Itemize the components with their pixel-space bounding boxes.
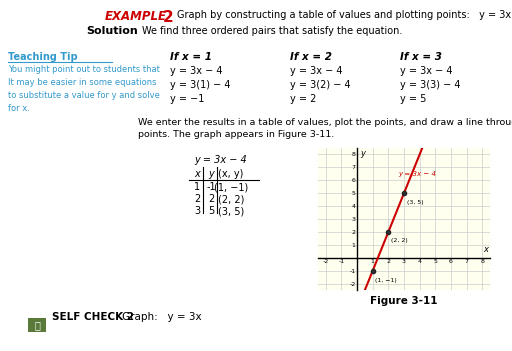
Text: 5: 5 <box>208 206 214 216</box>
Text: y = −1: y = −1 <box>170 94 204 104</box>
Text: Solution: Solution <box>86 26 138 36</box>
Text: y = 3x − 4: y = 3x − 4 <box>195 155 247 165</box>
Text: We find three ordered pairs that satisfy the equation.: We find three ordered pairs that satisfy… <box>142 26 402 36</box>
Text: y = 3x − 4: y = 3x − 4 <box>400 66 453 76</box>
Text: y = 3x − 4: y = 3x − 4 <box>170 66 223 76</box>
Text: y = 3(2) − 4: y = 3(2) − 4 <box>290 80 351 90</box>
Text: Figure 3-11: Figure 3-11 <box>370 296 438 306</box>
Text: Graph:   y = 3x: Graph: y = 3x <box>122 312 202 322</box>
Text: y = 2: y = 2 <box>290 94 316 104</box>
Text: y: y <box>208 169 214 179</box>
Text: (x, y): (x, y) <box>218 169 244 179</box>
Text: (3, 5): (3, 5) <box>407 200 424 205</box>
Text: y: y <box>360 149 365 158</box>
Text: 2: 2 <box>194 194 200 204</box>
Text: y = 3x − 4: y = 3x − 4 <box>398 171 436 177</box>
Text: SELF CHECK 2: SELF CHECK 2 <box>52 312 134 322</box>
Text: 🦋: 🦋 <box>34 320 40 330</box>
Text: y = 5: y = 5 <box>400 94 426 104</box>
Text: If x = 2: If x = 2 <box>290 52 332 62</box>
Text: y = 3x − 4: y = 3x − 4 <box>290 66 343 76</box>
Text: Graph by constructing a table of values and plotting points:   y = 3x − 4: Graph by constructing a table of values … <box>177 10 512 20</box>
FancyBboxPatch shape <box>28 318 46 332</box>
Text: Teaching Tip: Teaching Tip <box>8 52 78 62</box>
Text: EXAMPLE: EXAMPLE <box>105 10 167 23</box>
Text: (2, 2): (2, 2) <box>218 194 244 204</box>
Text: If x = 3: If x = 3 <box>400 52 442 62</box>
Text: 2: 2 <box>208 194 214 204</box>
Text: points. The graph appears in Figure 3-11.: points. The graph appears in Figure 3-11… <box>138 130 334 139</box>
Text: 1: 1 <box>194 182 200 192</box>
Text: You might point out to students that
It may be easier in some equations
to subst: You might point out to students that It … <box>8 65 160 113</box>
Text: 2: 2 <box>163 10 174 25</box>
Text: x: x <box>194 169 200 179</box>
Text: 3: 3 <box>194 206 200 216</box>
Text: (2, 2): (2, 2) <box>392 238 408 243</box>
Text: If x = 1: If x = 1 <box>170 52 212 62</box>
Text: (3, 5): (3, 5) <box>218 206 244 216</box>
Text: y = 3(1) − 4: y = 3(1) − 4 <box>170 80 230 90</box>
Text: We enter the results in a table of values, plot the points, and draw a line thro: We enter the results in a table of value… <box>138 118 512 127</box>
Text: (1, −1): (1, −1) <box>375 278 397 283</box>
Text: (1, −1): (1, −1) <box>214 182 248 192</box>
Text: -1: -1 <box>206 182 216 192</box>
Text: y = 3(3) − 4: y = 3(3) − 4 <box>400 80 460 90</box>
Text: x: x <box>483 245 488 254</box>
